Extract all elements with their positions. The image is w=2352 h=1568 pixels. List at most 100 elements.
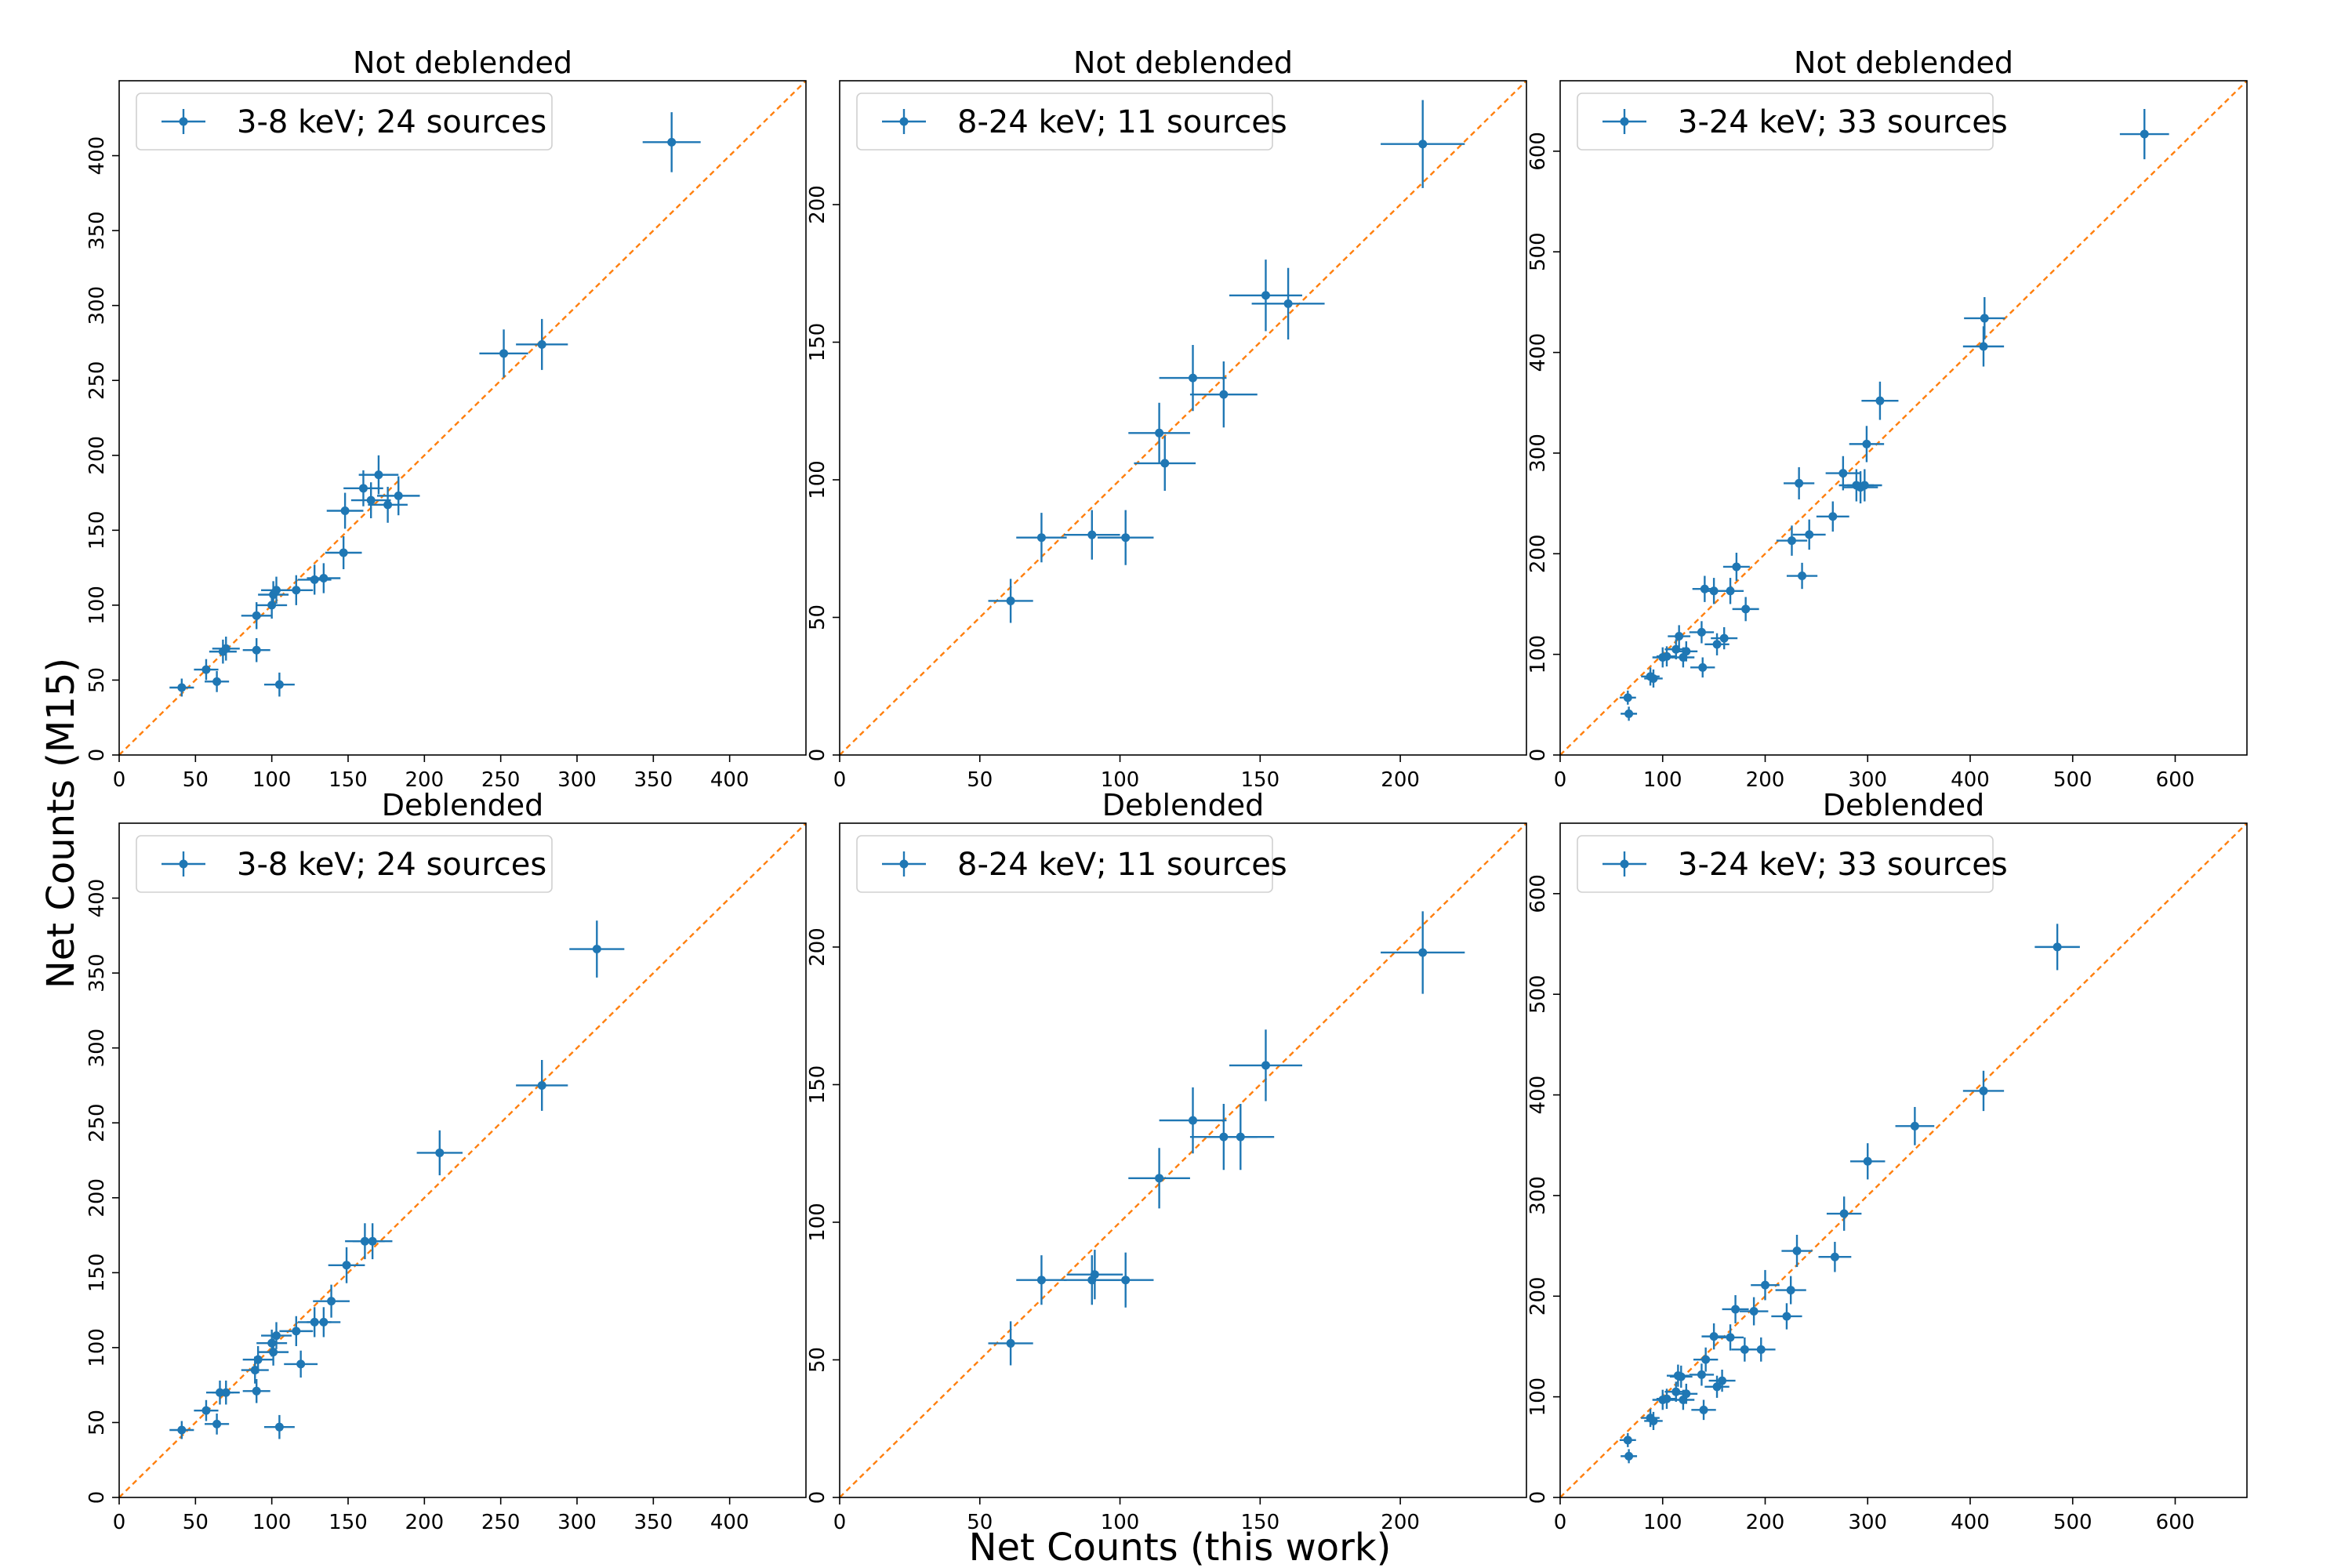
x-tick-label: 300: [557, 768, 597, 792]
y-tick-label: 200: [85, 1178, 109, 1218]
chart-panel-1: 0 50 100 150 200 250 300 350 400 0 50 100 150 200 250 3…: [85, 45, 807, 792]
y-tick-label: 100: [1526, 635, 1550, 674]
data-point: [1219, 390, 1229, 399]
y-tick-label: 150: [85, 1254, 109, 1293]
x-tick-label: 300: [1848, 768, 1887, 792]
legend: 3-24 keV; 33 sources: [1577, 93, 2008, 151]
y-tick-label: 250: [85, 1103, 109, 1142]
data-point: [1662, 1394, 1671, 1403]
data-point: [1712, 640, 1722, 649]
y-tick-label: 0: [1526, 1491, 1550, 1504]
axes-frame: [839, 80, 1527, 756]
y-tick-label: 100: [85, 586, 109, 625]
y-tick-label: 50: [85, 1410, 109, 1436]
y-tick-label: 200: [806, 927, 829, 967]
data-point: [1782, 1312, 1791, 1321]
y-tick-label: 200: [806, 185, 829, 224]
reference-line: [118, 80, 807, 756]
chart-panel-5: 0 50 100 150 200 0 50 100 150 200 Deblended 8-24 ke…: [806, 788, 1527, 1534]
y-tick-label: 100: [85, 1328, 109, 1367]
data-point: [1261, 291, 1270, 300]
data-point: [1036, 1276, 1046, 1285]
legend-label: 3-24 keV; 33 sources: [1678, 104, 2008, 140]
data-point: [1792, 1247, 1802, 1256]
y-tick-label: 400: [1526, 1076, 1550, 1115]
data-point: [1682, 1389, 1691, 1399]
data-point: [342, 1261, 351, 1270]
x-tick-label: 100: [1643, 1511, 1682, 1534]
x-tick-label: 50: [967, 1511, 993, 1534]
legend-box: [1577, 93, 1994, 151]
legend-marker-point: [179, 859, 188, 869]
x-tick-label: 350: [634, 1511, 673, 1534]
x-tick-label: 500: [2053, 768, 2092, 792]
data-point: [1155, 1174, 1164, 1183]
data-point: [1719, 633, 1729, 643]
data-point: [1709, 1332, 1719, 1341]
data-point: [1838, 469, 1848, 478]
y-tick-label: 50: [806, 604, 829, 630]
data-point: [292, 1327, 301, 1336]
data-point: [267, 601, 277, 610]
data-point: [1697, 627, 1706, 637]
x-tick-label: 400: [710, 1511, 750, 1534]
data-point: [269, 1348, 278, 1357]
legend-box: [1577, 835, 1994, 893]
legend-label: 8-24 keV; 11 sources: [957, 847, 1287, 883]
data-point: [252, 1386, 261, 1396]
y-tick-label: 150: [806, 1065, 829, 1105]
y-tick-label: 350: [85, 953, 109, 993]
y-tick-label: 50: [806, 1347, 829, 1373]
x-tick-label: 0: [833, 1511, 847, 1534]
y-tick-label: 0: [806, 1491, 829, 1504]
axes-frame: [1559, 822, 2248, 1498]
x-tick-label: 300: [557, 1511, 597, 1534]
data-point: [212, 1419, 222, 1428]
data-point: [1697, 1370, 1706, 1379]
data-point: [201, 665, 211, 674]
chart-panel-3: 0 100 200 300 400 500 600 0 100 200 300 400 500 600 No…: [1526, 45, 2248, 792]
panel-title: Not deblended: [1073, 45, 1293, 80]
data-point: [272, 586, 281, 595]
data-point: [1726, 586, 1735, 596]
data-point: [499, 349, 509, 358]
data-point: [1662, 652, 1671, 661]
x-tick-label: 150: [328, 1511, 368, 1534]
data-point: [1036, 533, 1046, 543]
axes-frame: [118, 822, 807, 1498]
panel-title: Deblended: [1823, 788, 1984, 822]
data-point: [1283, 299, 1293, 308]
data-point: [1726, 1333, 1735, 1342]
data-point: [267, 1338, 277, 1348]
data-point: [1875, 396, 1885, 405]
panel-title: Deblended: [382, 788, 543, 822]
y-tick-label: 300: [1526, 1176, 1550, 1215]
data-point: [537, 1080, 546, 1090]
data-point: [1699, 1405, 1708, 1414]
y-tick-label: 250: [85, 361, 109, 400]
reference-line: [1559, 80, 2248, 756]
y-tick-label: 100: [806, 1203, 829, 1242]
legend-box: [136, 93, 553, 151]
data-point: [1418, 948, 1428, 957]
x-tick-label: 600: [2156, 768, 2195, 792]
y-tick-label: 400: [85, 879, 109, 918]
data-point: [1006, 1338, 1015, 1348]
data-point: [1189, 373, 1198, 383]
data-point: [383, 500, 393, 510]
data-point: [221, 1388, 230, 1397]
data-point: [1087, 530, 1097, 539]
data-point: [339, 548, 348, 557]
legend-box: [856, 93, 1273, 151]
x-tick-label: 0: [833, 768, 847, 792]
x-tick-label: 100: [1643, 768, 1682, 792]
x-tick-label: 400: [710, 768, 750, 792]
x-tick-label: 200: [1746, 1511, 1785, 1534]
legend-marker-point: [899, 117, 909, 126]
data-point: [212, 677, 222, 686]
x-tick-label: 200: [1746, 768, 1785, 792]
data-point: [374, 470, 383, 480]
x-tick-label: 400: [1951, 768, 1990, 792]
panel-title: Deblended: [1102, 788, 1264, 822]
data-point: [1756, 1345, 1766, 1354]
